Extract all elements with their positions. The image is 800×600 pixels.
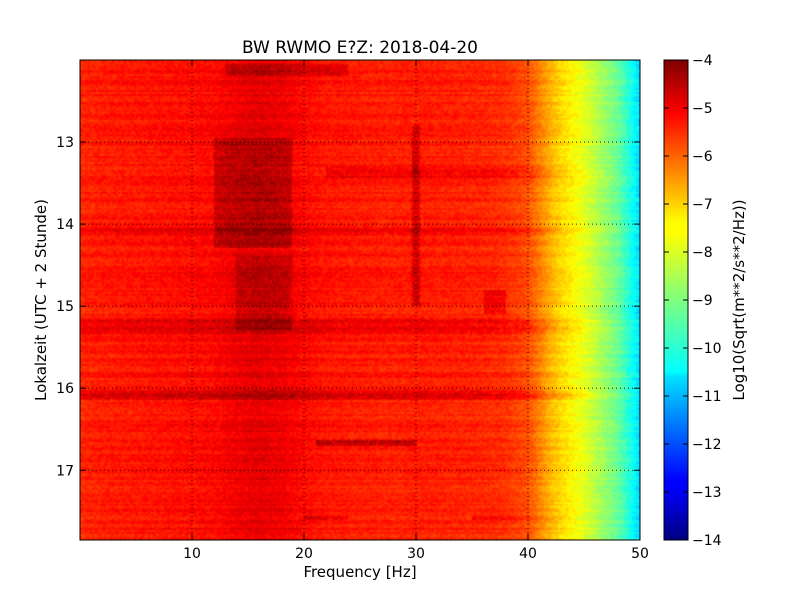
colorbar-tick-label: −7 [692,197,713,213]
colorbar-axis: −4 −5 −6 −7 −8 −9 −10 −11 −12 −13 −14 [664,53,722,549]
x-tick-label: 50 [631,546,649,562]
x-axis: 10 20 30 40 50 [183,60,649,562]
spectrogram-heatmap [80,60,640,540]
colorbar-tick-label: −13 [692,485,722,501]
colorbar-tick-label: −5 [692,101,713,117]
y-tick-label: 17 [56,463,74,479]
colorbar-label: Log10(Sqrt(m**2/s**2/Hz)) [730,199,748,400]
colorbar-tick-label: −10 [692,341,722,357]
colorbar-tick-label: −4 [692,53,713,69]
y-axis-label: Lokalzeit (UTC + 2 Stunde) [32,199,50,401]
x-tick-label: 20 [295,546,313,562]
colorbar-tick-label: −12 [692,437,722,453]
chart-title: BW RWMO E?Z: 2018-04-20 [242,38,478,58]
y-tick-label: 15 [56,299,74,315]
y-tick-label: 13 [56,135,74,151]
colorbar-tick-label: −8 [692,245,713,261]
x-axis-label: Frequency [Hz] [303,563,416,581]
y-tick-label: 14 [56,217,74,233]
y-tick-label: 16 [56,381,74,397]
grid-lines [80,60,640,540]
colorbar-tick-label: −11 [692,389,722,405]
x-tick-label: 40 [519,546,537,562]
y-axis: 13 14 15 16 17 [56,135,640,479]
x-tick-label: 30 [407,546,425,562]
x-tick-label: 10 [183,546,201,562]
colorbar-tick-label: −9 [692,293,713,309]
colorbar-tick-label: −6 [692,149,713,165]
plot-frame [79,59,641,541]
colorbar-tick-label: −14 [692,533,722,549]
